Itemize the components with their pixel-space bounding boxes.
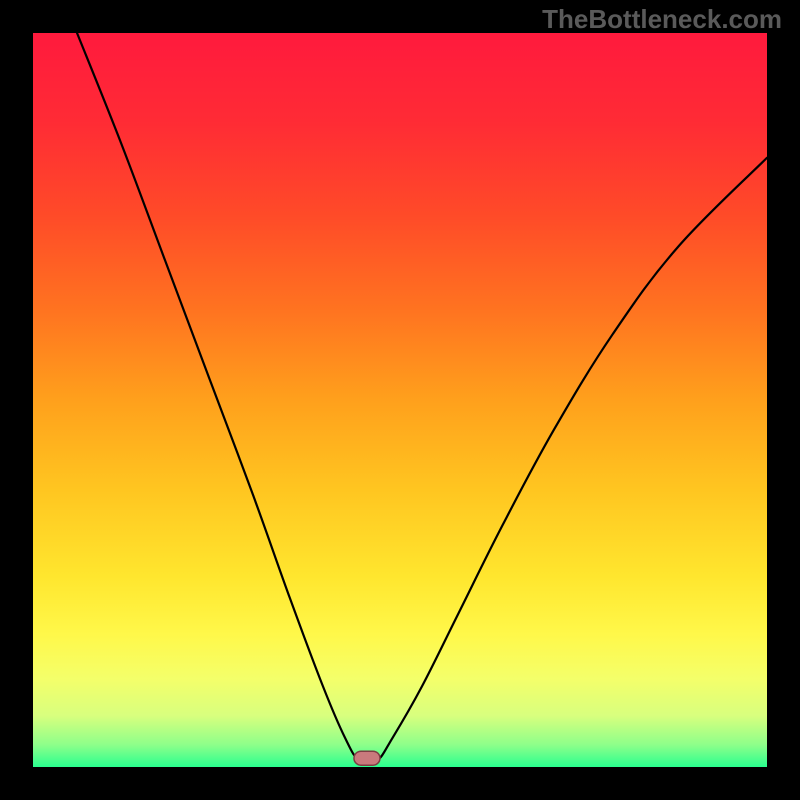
watermark-text: TheBottleneck.com (542, 4, 782, 35)
minimum-marker (354, 751, 380, 765)
chart-svg (0, 0, 800, 800)
plot-gradient-background (33, 33, 767, 767)
chart-canvas: TheBottleneck.com (0, 0, 800, 800)
